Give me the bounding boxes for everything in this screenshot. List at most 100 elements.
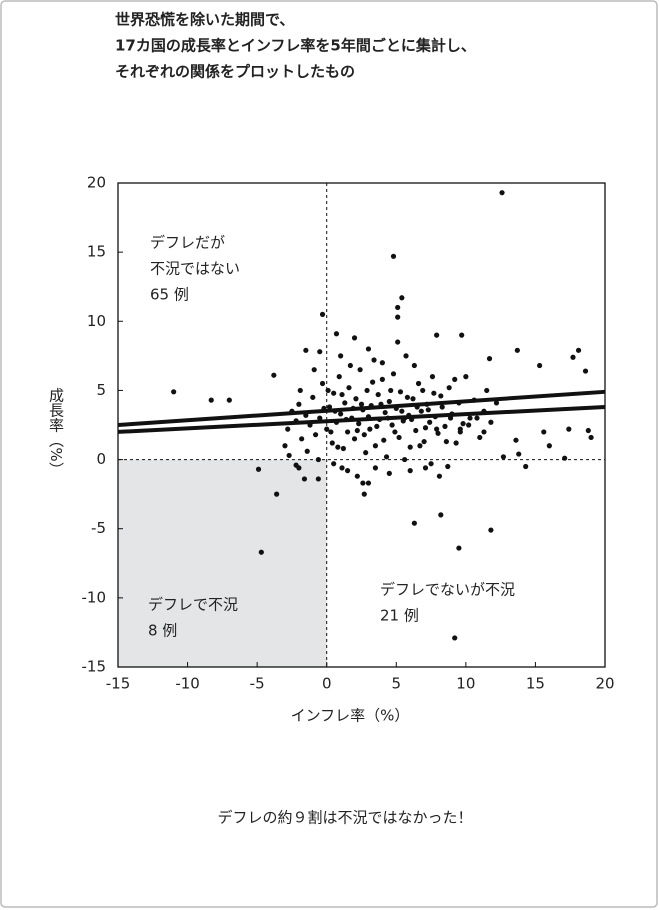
data-point	[319, 311, 326, 317]
data-point	[356, 421, 362, 427]
data-point	[367, 426, 373, 432]
data-point	[347, 362, 353, 369]
quadrant-label: デフレでないが不況	[380, 581, 515, 599]
data-point	[399, 408, 405, 414]
data-point	[372, 465, 379, 471]
data-point	[381, 437, 387, 443]
data-point	[514, 347, 520, 353]
title-line: 17カ国の成長率とインフレ率を5年間ごとに集計し、	[115, 37, 476, 55]
y-tick-label: -15	[82, 658, 107, 676]
x-tick-label: 15	[526, 675, 545, 693]
data-point	[428, 461, 434, 467]
data-point	[310, 394, 316, 400]
data-point	[328, 429, 334, 435]
data-point	[566, 426, 572, 432]
data-point	[493, 400, 500, 406]
data-point	[365, 480, 372, 486]
data-point	[442, 423, 448, 429]
data-point	[457, 429, 463, 435]
data-point	[484, 387, 490, 394]
data-point	[415, 380, 422, 387]
data-point	[445, 463, 451, 470]
data-point	[315, 476, 321, 482]
data-point	[171, 389, 177, 395]
data-point	[453, 440, 459, 446]
data-point	[395, 339, 401, 345]
data-point	[342, 400, 348, 406]
data-point	[258, 549, 264, 555]
data-point	[226, 397, 232, 403]
data-point	[329, 440, 335, 446]
y-tick-label: 0	[96, 450, 106, 468]
data-point	[271, 372, 277, 378]
x-tick-label: -15	[106, 675, 131, 693]
data-point	[486, 356, 493, 362]
regression-line	[117, 405, 606, 434]
data-point	[364, 387, 370, 394]
data-point	[399, 295, 405, 301]
data-point	[301, 476, 308, 482]
quadrant-label: 8 例	[148, 622, 177, 640]
data-point	[541, 429, 547, 435]
x-axis-label: インフレ率（%）	[291, 707, 410, 725]
x-tick-label: 20	[595, 675, 614, 693]
data-point	[315, 456, 321, 463]
data-point	[326, 404, 333, 410]
data-point	[452, 376, 458, 382]
data-point	[459, 332, 465, 338]
data-point	[296, 401, 302, 407]
data-point	[396, 434, 402, 441]
data-point	[282, 443, 288, 449]
data-point	[333, 331, 340, 337]
data-point	[336, 374, 342, 380]
data-point	[379, 376, 385, 382]
data-point	[582, 368, 589, 374]
data-point	[346, 385, 352, 391]
data-point	[413, 427, 419, 434]
y-tick-label: 20	[87, 174, 106, 192]
data-point	[312, 432, 319, 438]
data-point	[411, 362, 417, 369]
data-point	[452, 635, 458, 641]
data-point	[297, 387, 303, 394]
data-point	[335, 444, 341, 450]
data-point	[418, 408, 424, 414]
data-point	[395, 304, 401, 311]
data-point	[374, 423, 380, 429]
data-point	[425, 407, 431, 413]
data-point	[390, 371, 397, 377]
data-point	[499, 190, 505, 196]
data-point	[422, 465, 429, 471]
data-point	[351, 436, 358, 442]
y-tick-label: -10	[82, 588, 107, 606]
data-point	[357, 367, 363, 373]
data-point	[407, 468, 413, 474]
data-point	[360, 480, 366, 486]
data-point	[434, 426, 440, 432]
data-point	[404, 394, 411, 400]
data-point	[317, 415, 323, 421]
data-point	[585, 427, 591, 434]
data-point	[361, 491, 367, 497]
x-tick-label: -5	[250, 675, 265, 693]
data-point	[386, 398, 392, 405]
title-line: 世界恐慌を除いた期間で、	[115, 11, 294, 29]
data-point	[370, 379, 376, 385]
data-point	[339, 465, 345, 471]
data-point	[410, 396, 416, 402]
data-point	[537, 362, 543, 369]
data-point	[500, 454, 507, 460]
data-point	[325, 387, 331, 394]
data-point	[299, 436, 305, 442]
data-point	[293, 462, 299, 468]
data-point	[397, 389, 404, 395]
data-point	[481, 429, 487, 435]
x-tick-label: -10	[175, 675, 200, 693]
data-point	[383, 454, 390, 460]
data-point	[285, 426, 291, 432]
title-line: それぞれの関係をプロットしたもの	[115, 63, 355, 81]
data-point	[429, 374, 436, 380]
data-point	[488, 419, 494, 425]
quadrant-label: デフレだが	[150, 234, 225, 252]
